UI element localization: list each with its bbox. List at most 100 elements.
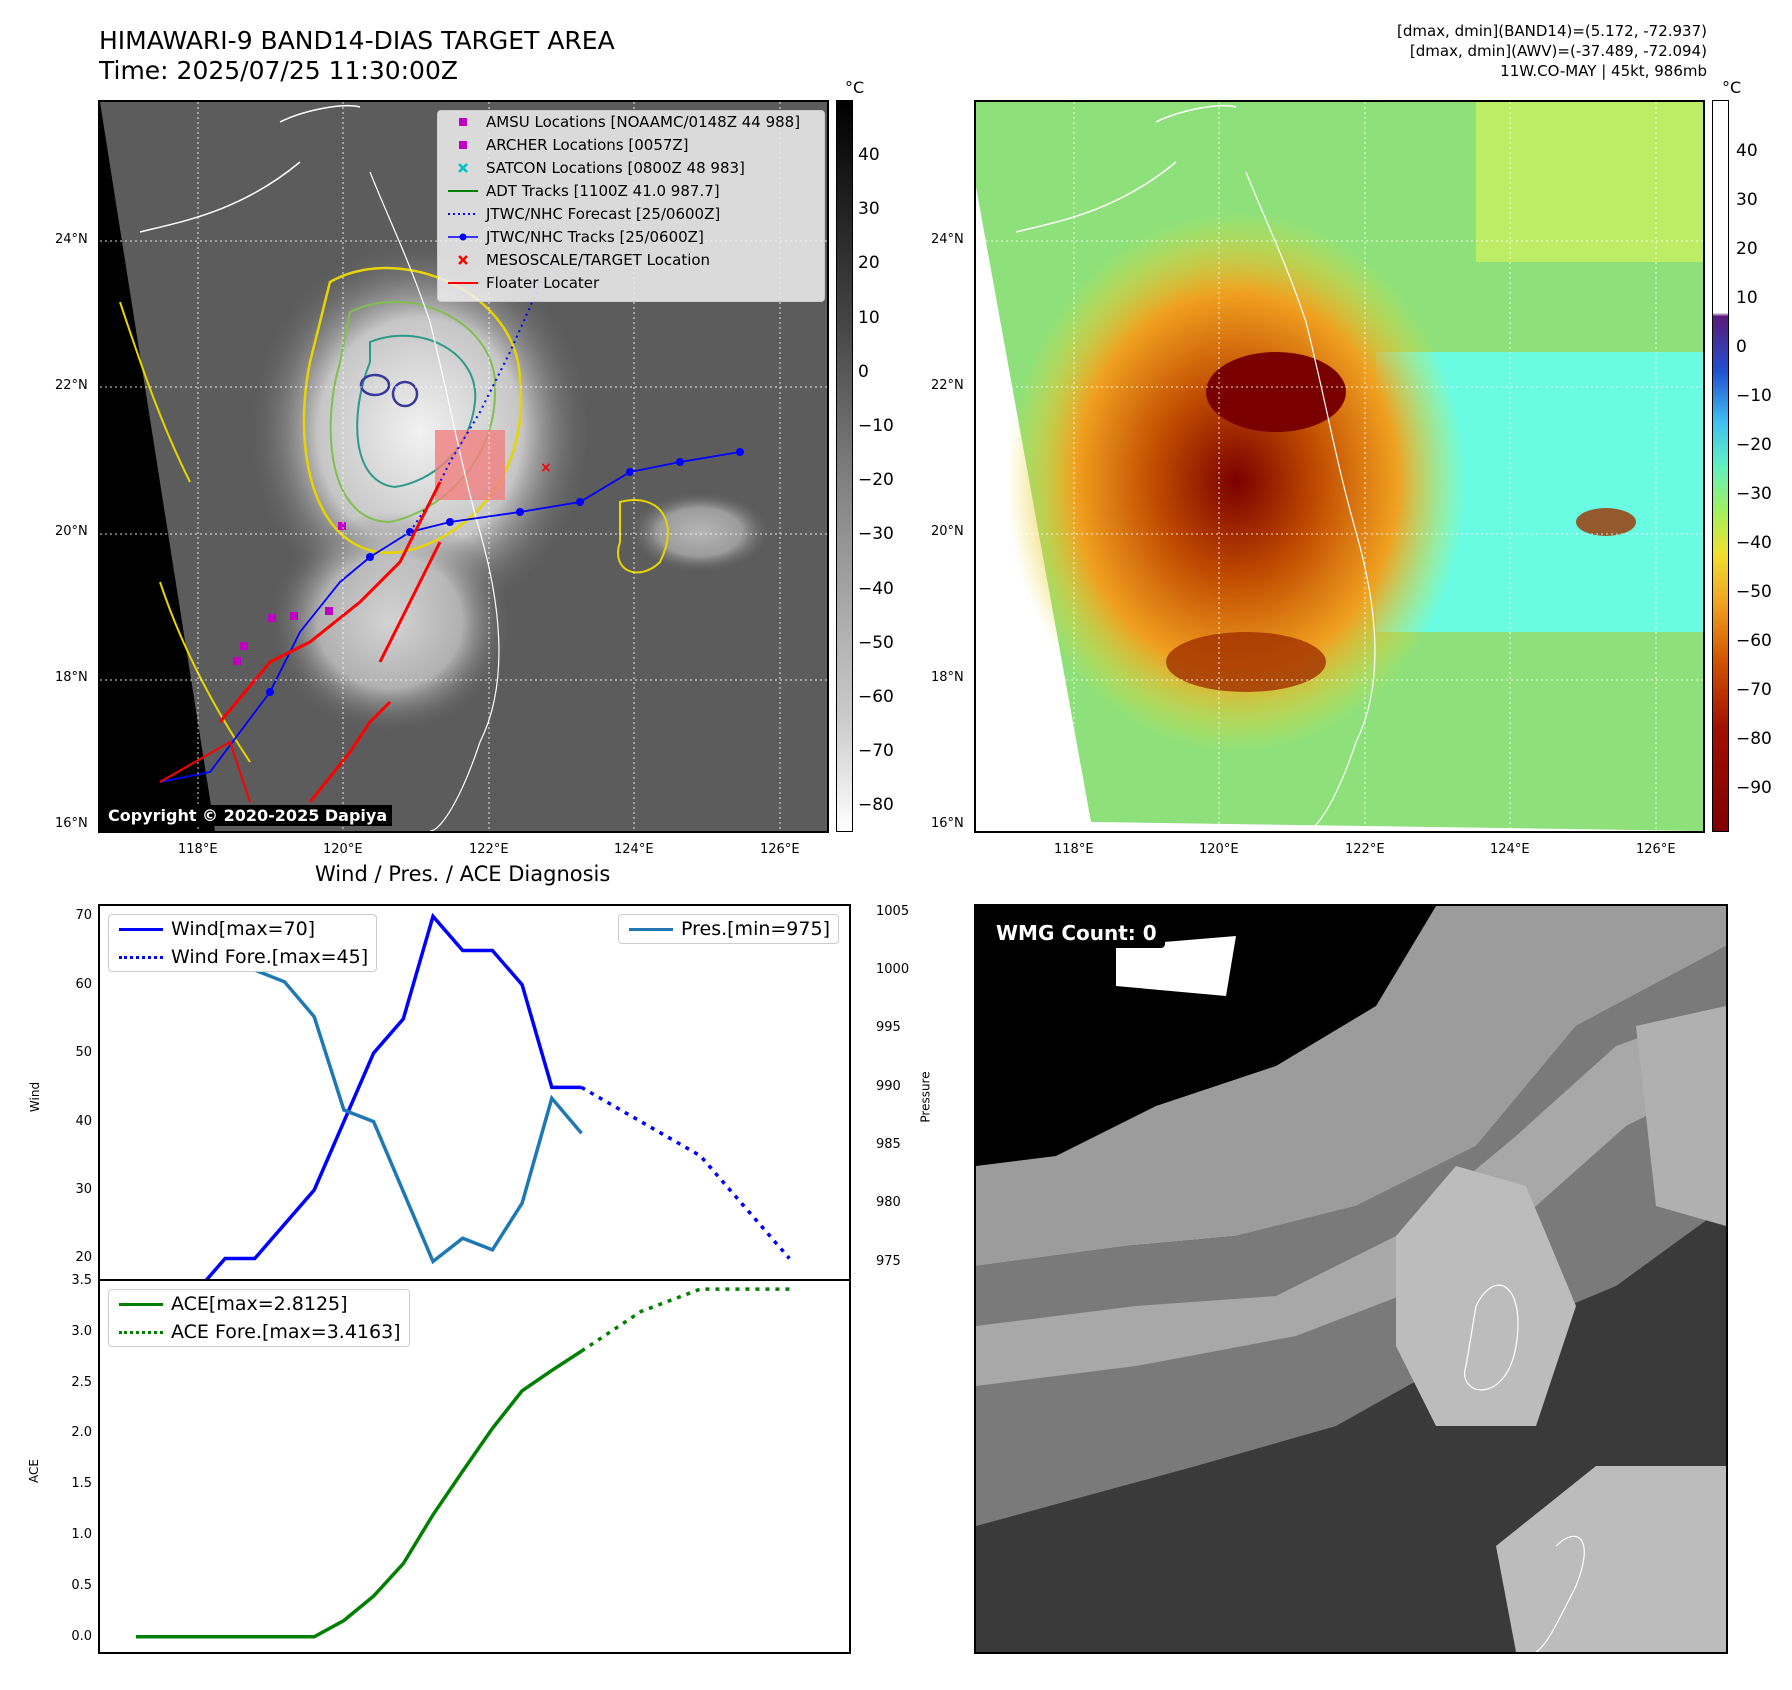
axis-tick-label: 70: [75, 908, 92, 924]
ace-legend: ACE[max=2.8125] ACE Fore.[max=3.4163]: [108, 1289, 410, 1347]
axis-tick-label: 20: [75, 1250, 92, 1266]
axis-tick-label: 2.0: [71, 1425, 92, 1441]
lat-tick: 22°N: [55, 378, 88, 393]
tick-label: 40: [858, 145, 880, 165]
axis-tick-label: 1.0: [71, 1527, 92, 1543]
tick-label: −20: [1736, 435, 1772, 455]
axis-tick-label: 985: [876, 1136, 901, 1152]
map-title-line2: Time: 2025/07/25 11:30:00Z: [99, 56, 458, 85]
lon-tick: 120°E: [323, 842, 363, 857]
lon-tick: 122°E: [469, 842, 509, 857]
diag-title: Wind / Pres. / ACE Diagnosis: [315, 862, 611, 886]
wmg-panel: WMG Count: 0: [974, 904, 1728, 1654]
legend-entry: SATCON Locations [0800Z 48 983]: [438, 157, 824, 180]
awv-map-image: [976, 102, 1703, 831]
ace-series-line: [136, 1349, 583, 1639]
legend-label: Pres.[min=975]: [681, 918, 830, 940]
lat-tick: 18°N: [931, 670, 964, 685]
axis-tick-label: 2.5: [71, 1374, 92, 1390]
legend-entry: MESOSCALE/TARGET Location: [438, 249, 824, 272]
wind-series-line: [204, 912, 582, 1279]
tick-label: −60: [1736, 631, 1772, 651]
map-title-line1: HIMAWARI-9 BAND14-DIAS TARGET AREA: [99, 26, 615, 55]
pressure-line-icon: [629, 928, 673, 931]
legend-label: AMSU Locations [NOAAMC/0148Z 44 988]: [486, 113, 801, 131]
lon-tick: 122°E: [1345, 842, 1385, 857]
legend-entry: Wind Fore.[max=45]: [109, 943, 376, 971]
lat-tick: 20°N: [931, 524, 964, 539]
ace-ylabel: ACE: [26, 1459, 41, 1483]
copyright-label: Copyright © 2020-2025 Dapiya: [103, 805, 393, 826]
legend-entry: Pres.[min=975]: [619, 915, 838, 943]
awv-colorbar: [1712, 100, 1729, 832]
axis-tick-label: 975: [876, 1253, 901, 1269]
ir-colorbar: [836, 100, 853, 832]
info-line1: [dmax, dmin](BAND14)=(5.172, -72.937): [1396, 22, 1707, 40]
lat-tick: 24°N: [55, 232, 88, 247]
legend-label: ARCHER Locations [0057Z]: [486, 136, 689, 154]
tick-label: −20: [858, 470, 894, 491]
ace-forecast-series-line: [580, 1287, 790, 1353]
lon-tick: 124°E: [1490, 842, 1530, 857]
pressure-ylabel: Pressure: [918, 1071, 933, 1123]
floater-line-icon: [446, 272, 480, 295]
legend-label: ADT Tracks [1100Z 41.0 987.7]: [486, 182, 720, 200]
legend-entry: Wind[max=70]: [109, 915, 376, 943]
ace-line-icon: [119, 1303, 163, 1306]
lat-tick: 18°N: [55, 670, 88, 685]
tick-label: 30: [858, 199, 880, 220]
tick-label: −90: [1736, 778, 1772, 798]
axis-tick-label: 3.0: [71, 1323, 92, 1339]
tick-label: 30: [1736, 190, 1758, 210]
tick-label: 0: [858, 361, 869, 382]
svg-text:×: ×: [540, 460, 552, 476]
axis-tick-label: 0.0: [71, 1628, 92, 1644]
tick-label: 10: [1736, 288, 1758, 308]
adt-line-icon: [446, 180, 480, 203]
tick-label: −60: [858, 687, 894, 707]
lon-tick: 118°E: [178, 842, 218, 857]
legend-label: Wind[max=70]: [171, 918, 316, 940]
legend-label: MESOSCALE/TARGET Location: [486, 251, 711, 269]
axis-tick-label: 40: [75, 1113, 92, 1129]
wind-ylabel: Wind: [28, 1081, 43, 1113]
tick-label: −40: [858, 578, 894, 599]
tick-label: 20: [858, 253, 880, 274]
legend-entry: ACE[max=2.8125]: [109, 1290, 409, 1318]
satcon-marker-icon: [446, 157, 480, 180]
wind-chart-panel: Wind[max=70] Wind Fore.[max=45] Pres.[mi…: [98, 904, 851, 1281]
lon-tick: 124°E: [614, 842, 654, 857]
tick-label: −30: [858, 524, 894, 545]
tick-label: −80: [1736, 729, 1772, 749]
axis-tick-label: 990: [876, 1078, 901, 1094]
lat-tick: 20°N: [55, 524, 88, 539]
lon-tick: 126°E: [760, 842, 800, 857]
awv-map-panel: [974, 100, 1705, 833]
axis-tick-label: 1000: [876, 962, 910, 978]
axis-tick-label: 995: [876, 1020, 901, 1036]
target-x-icon: [446, 249, 480, 272]
legend-label: Wind Fore.[max=45]: [171, 946, 369, 968]
lat-tick: 22°N: [931, 378, 964, 393]
lat-tick: 16°N: [55, 816, 88, 831]
tick-label: −10: [858, 416, 894, 436]
legend-entry: ACE Fore.[max=3.4163]: [109, 1318, 409, 1346]
tick-label: 20: [1736, 239, 1758, 259]
legend-label: JTWC/NHC Tracks [25/0600Z]: [486, 228, 704, 246]
ace-chart: [136, 1287, 790, 1639]
axis-tick-label: 1.5: [71, 1476, 92, 1492]
legend-label: SATCON Locations [0800Z 48 983]: [486, 159, 745, 177]
legend-label: ACE[max=2.8125]: [171, 1293, 348, 1315]
lon-tick: 118°E: [1054, 842, 1094, 857]
lon-tick: 126°E: [1636, 842, 1676, 857]
colorbar-unit: °C: [1722, 78, 1742, 97]
wmg-image: [976, 906, 1726, 1652]
tick-label: −80: [858, 795, 894, 816]
info-line3: 11W.CO-MAY | 45kt, 986mb: [1500, 62, 1707, 80]
axis-tick-label: 1005: [876, 903, 910, 919]
axis-tick-label: 60: [75, 976, 92, 992]
forecast-dotted-icon: [446, 203, 480, 226]
tick-label: −70: [1736, 680, 1772, 700]
legend-entry: JTWC/NHC Forecast [25/0600Z]: [438, 203, 824, 226]
map-legend: AMSU Locations [NOAAMC/0148Z 44 988] ARC…: [437, 110, 825, 302]
